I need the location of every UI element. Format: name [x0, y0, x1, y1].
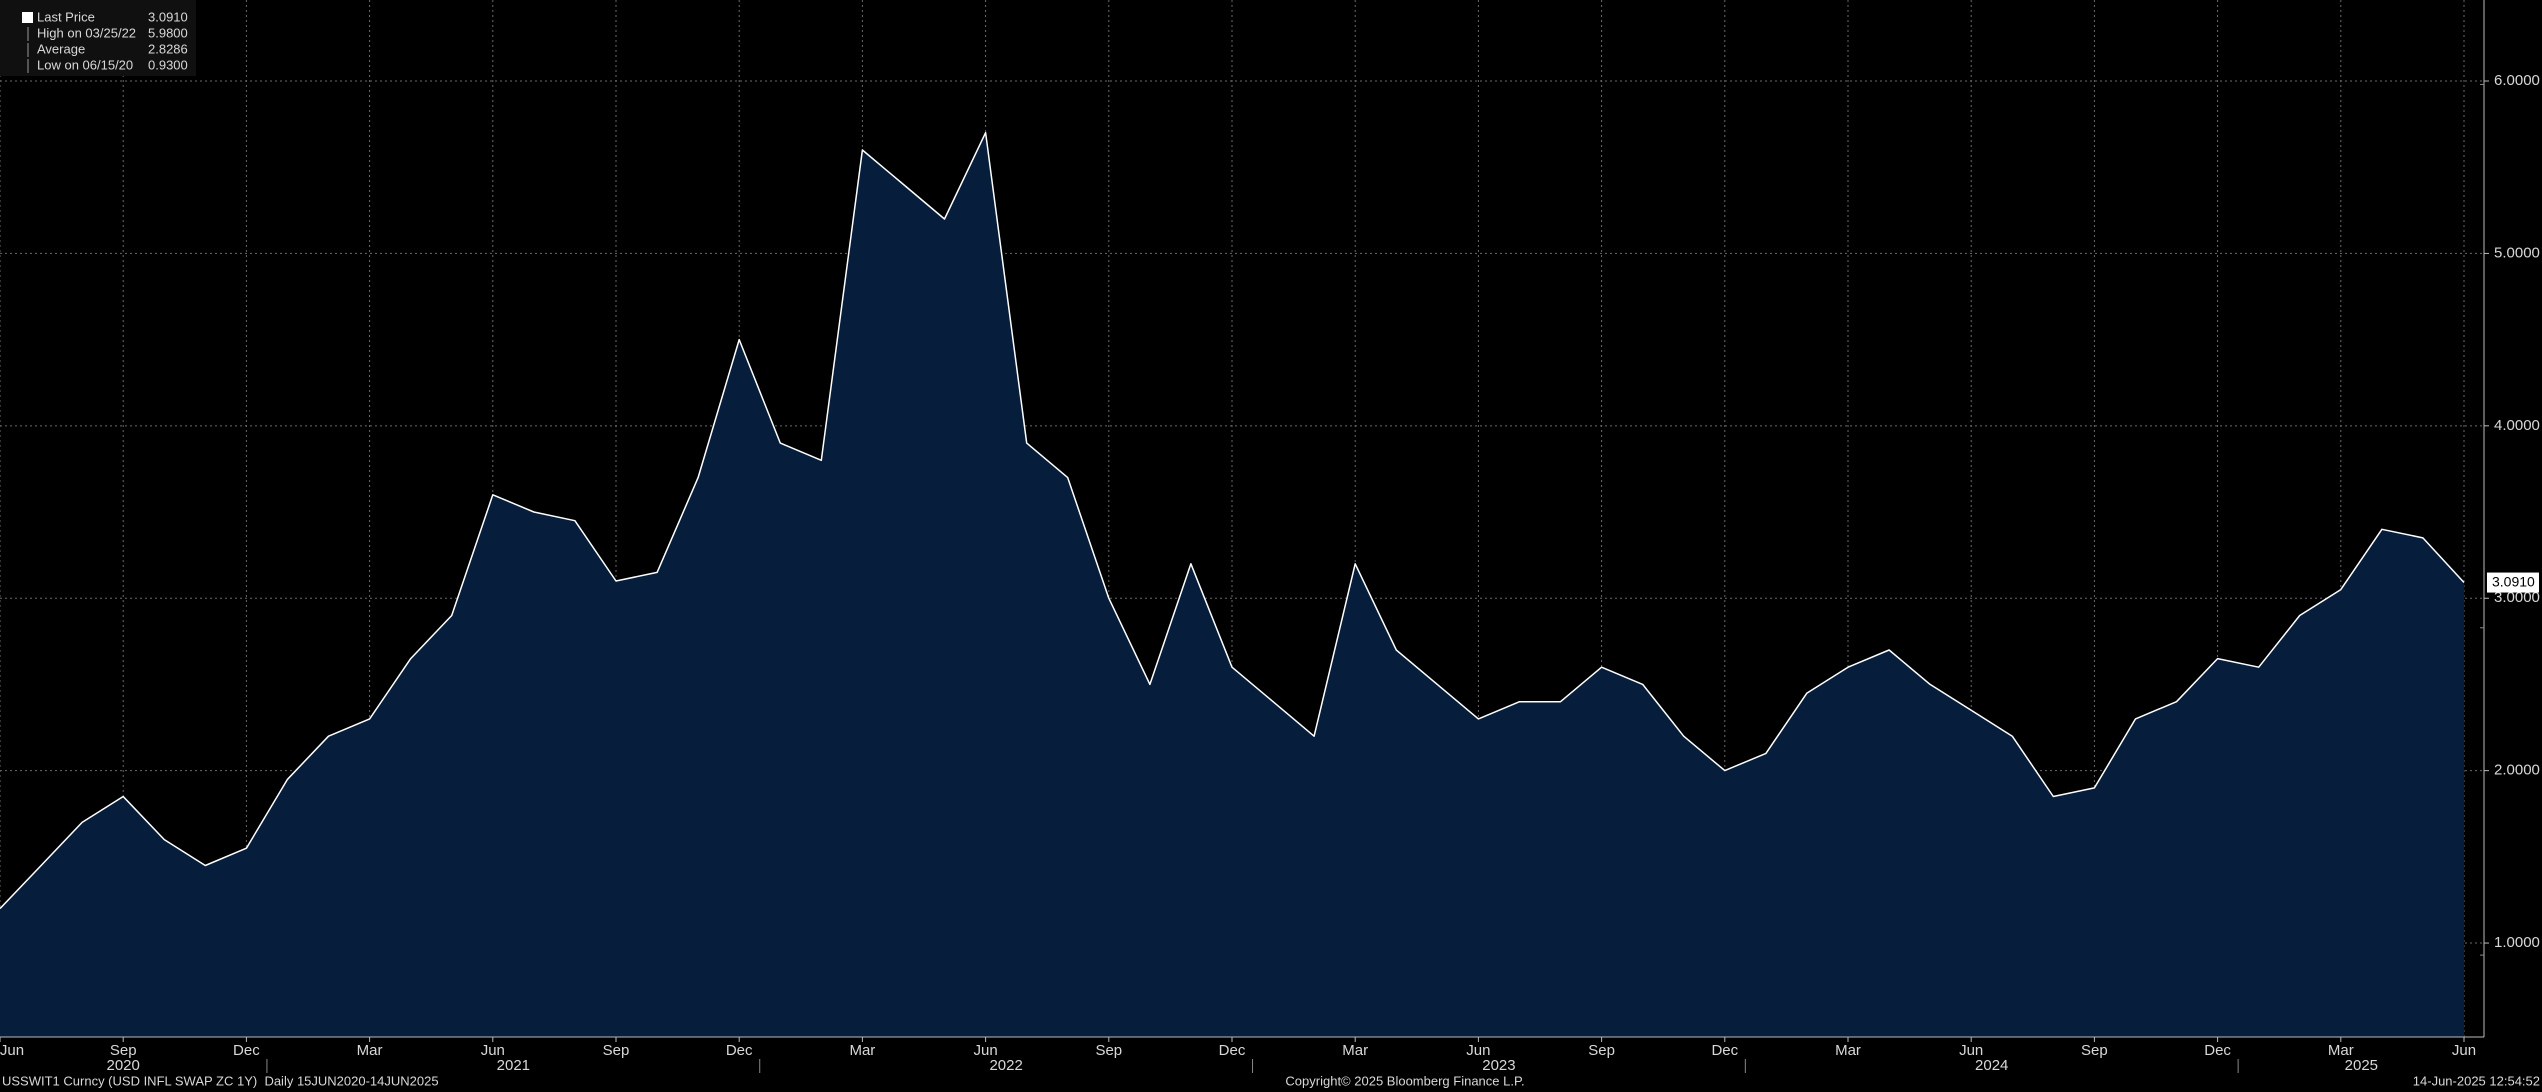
y-tick-label: 2.0000 — [2494, 762, 2540, 779]
year-label: 2022 — [989, 1057, 1022, 1074]
x-tick-label: Jun — [974, 1042, 998, 1059]
x-tick-label: Dec — [2204, 1042, 2231, 1059]
x-tick-label: Mar — [1835, 1042, 1861, 1059]
x-tick-label: Jun — [2452, 1042, 2476, 1059]
y-tick-label: 1.0000 — [2494, 934, 2540, 951]
security-label: USSWIT1 Curncy (USD INFL SWAP ZC 1Y) Dai… — [2, 1073, 439, 1088]
x-tick-label: Jun — [481, 1042, 505, 1059]
y-tick-label: 6.0000 — [2494, 72, 2540, 89]
year-label: 2024 — [1975, 1057, 2008, 1074]
year-label: 2023 — [1482, 1057, 1515, 1074]
year-label: 2020 — [107, 1057, 140, 1074]
x-tick-label: Jun — [0, 1042, 24, 1059]
y-tick-label: 4.0000 — [2494, 417, 2540, 434]
y-tick-label: 5.0000 — [2494, 244, 2540, 261]
last-price-tag — [2487, 572, 2539, 593]
year-label: 2021 — [497, 1057, 530, 1074]
x-tick-label: Sep — [2081, 1042, 2108, 1059]
legend-name: Average — [37, 41, 85, 56]
x-tick-label: Sep — [1588, 1042, 1615, 1059]
x-tick-label: Mar — [849, 1042, 875, 1059]
x-tick-label: Mar — [1342, 1042, 1368, 1059]
price-line — [0, 131, 2465, 910]
copyright: Copyright© 2025 Bloomberg Finance L.P. — [1285, 1073, 1524, 1088]
last-price-label: 3.0910 — [2492, 573, 2535, 589]
x-tick-label: Jun — [1959, 1042, 1983, 1059]
x-tick-label: Sep — [1095, 1042, 1122, 1059]
area-fill — [0, 132, 2464, 1037]
legend-name: Low on 06/15/20 — [37, 57, 133, 72]
legend-value: 3.0910 — [148, 9, 188, 24]
x-tick-label: Dec — [1219, 1042, 1246, 1059]
x-tick-label: Sep — [110, 1042, 137, 1059]
plot — [0, 0, 2484, 1037]
legend-value: 2.8286 — [148, 41, 188, 56]
y-tick-label: 3.0000 — [2494, 589, 2540, 606]
x-tick-label: Mar — [2328, 1042, 2354, 1059]
legend-value: 0.9300 — [148, 57, 188, 72]
x-tick-label: Dec — [1711, 1042, 1738, 1059]
x-tick-label: Dec — [233, 1042, 260, 1059]
year-label: 2025 — [2345, 1057, 2378, 1074]
legend-name: Last Price — [37, 9, 95, 24]
x-tick-label: Dec — [726, 1042, 753, 1059]
legend-value: 5.9800 — [148, 25, 188, 40]
timestamp: 14-Jun-2025 12:54:52 — [2413, 1073, 2540, 1088]
x-tick-label: Mar — [357, 1042, 383, 1059]
legend-swatch — [22, 12, 33, 23]
legend-name: High on 03/25/22 — [37, 25, 136, 40]
x-tick-label: Jun — [1466, 1042, 1490, 1059]
x-tick-label: Sep — [603, 1042, 630, 1059]
